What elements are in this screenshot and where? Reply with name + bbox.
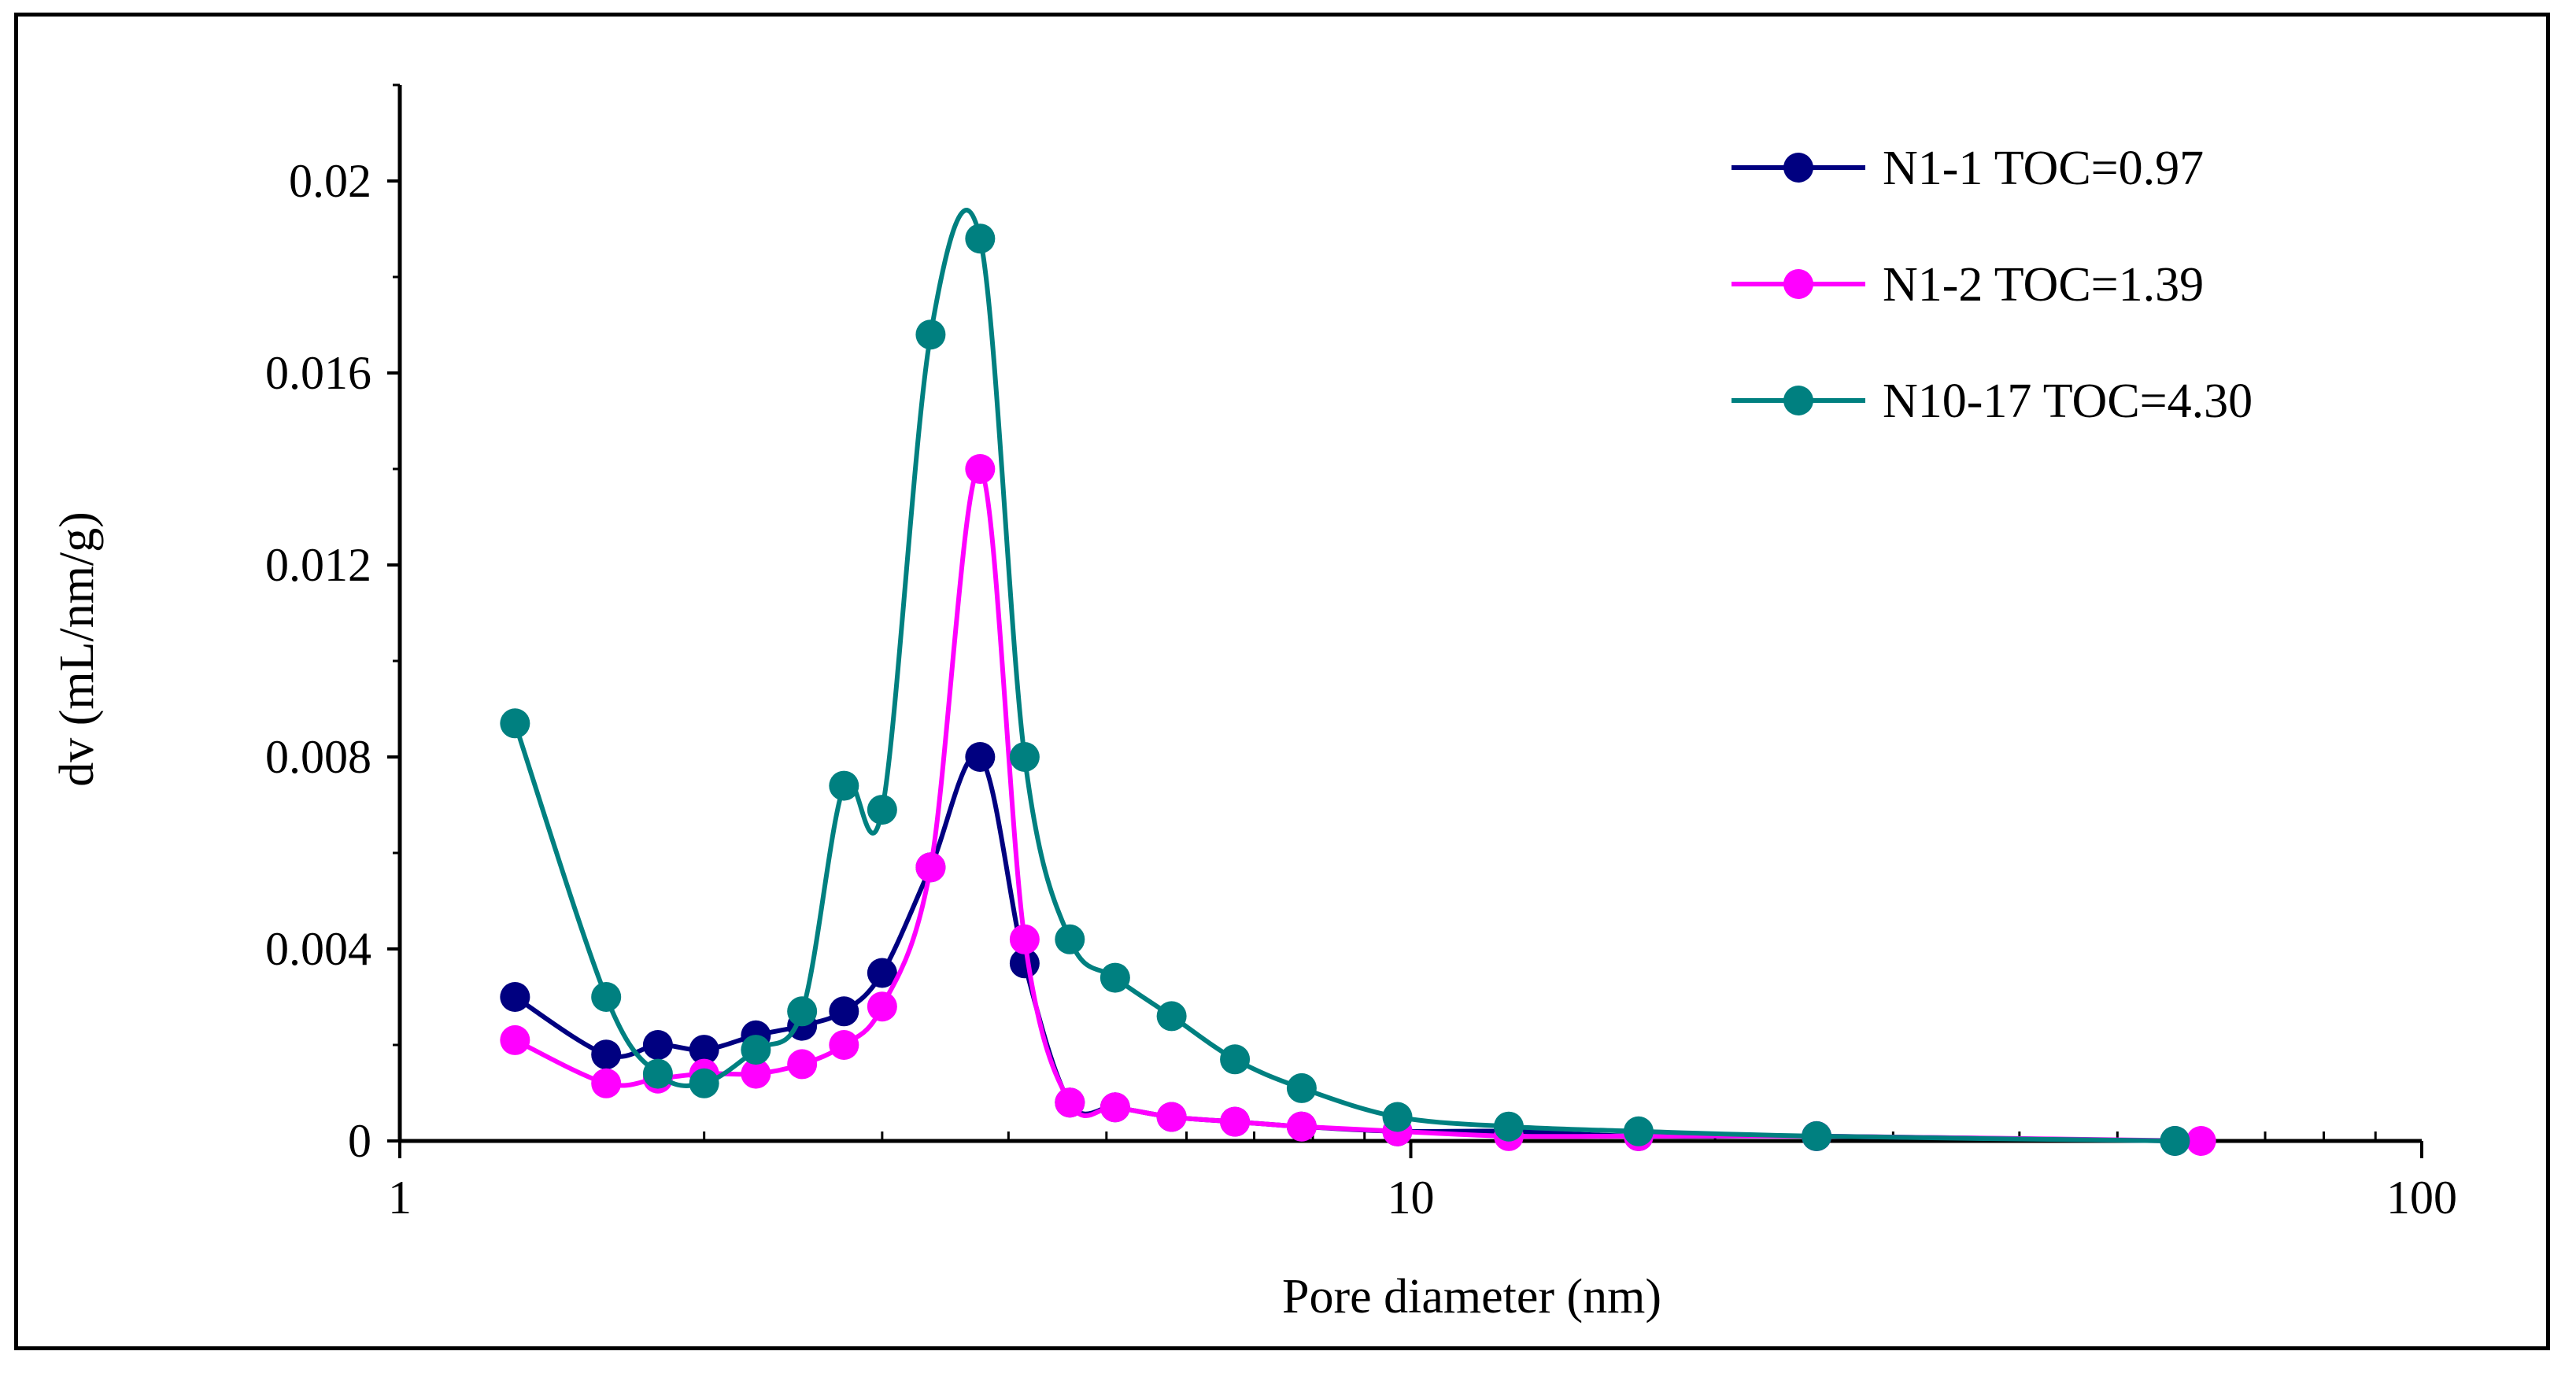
data-point — [787, 996, 818, 1027]
legend: N1-1 TOC=0.97 N1-2 TOC=1.39 N10-17 TOC=4.3… — [1732, 142, 2253, 428]
axes-layer: 0 0.004 0.008 0.012 0.016 0.02 1 10 100 — [265, 83, 2457, 1224]
data-point — [1009, 948, 1040, 979]
legend-label: N10-17 TOC=4.30 — [1883, 375, 2253, 428]
data-point — [1382, 1102, 1413, 1132]
x-tick-label: 1 — [388, 1172, 412, 1224]
data-point — [500, 708, 530, 739]
data-point — [2160, 1126, 2190, 1156]
data-point — [689, 1068, 719, 1098]
legend-entry: N1-1 TOC=0.97 — [1732, 142, 2204, 195]
data-point — [591, 1039, 622, 1070]
legend-label: N1-2 TOC=1.39 — [1883, 258, 2204, 312]
data-point — [2186, 1126, 2216, 1156]
data-point — [867, 991, 897, 1022]
data-point — [1220, 1106, 1251, 1137]
data-point — [741, 1035, 771, 1065]
data-point — [965, 454, 996, 484]
legend-marker — [1783, 269, 1813, 299]
series-layer — [500, 208, 2216, 1156]
data-point — [1100, 1092, 1130, 1123]
data-point — [1220, 1044, 1251, 1075]
data-point — [500, 1024, 530, 1055]
data-point — [1623, 1116, 1654, 1146]
data-point — [1156, 1102, 1187, 1132]
data-point — [1100, 962, 1130, 993]
y-tick-label: 0.008 — [265, 731, 371, 783]
y-tick-label: 0 — [348, 1115, 371, 1167]
data-point — [829, 770, 859, 801]
data-point — [915, 852, 946, 883]
data-point — [591, 982, 622, 1012]
data-point — [829, 996, 859, 1027]
data-point — [1493, 1111, 1524, 1142]
data-point — [1156, 1001, 1187, 1032]
x-axis-title: Pore diameter (nm) — [1282, 1270, 1661, 1323]
legend-entry: N10-17 TOC=4.30 — [1732, 375, 2253, 428]
data-point — [915, 319, 946, 350]
legend-marker — [1783, 153, 1813, 183]
series-line — [512, 208, 2175, 1143]
y-tick-label: 0.012 — [265, 539, 371, 591]
data-point — [1055, 1087, 1085, 1118]
data-point — [500, 982, 530, 1012]
data-point — [689, 1035, 719, 1065]
data-point — [1286, 1072, 1317, 1103]
legend-label: N1-1 TOC=0.97 — [1883, 142, 2204, 195]
data-point — [642, 1058, 673, 1089]
data-point — [867, 958, 897, 988]
data-point — [741, 1058, 771, 1089]
x-tick-label: 100 — [2386, 1172, 2457, 1224]
series-3 — [500, 208, 2190, 1156]
data-point — [867, 795, 897, 825]
data-point — [591, 1068, 622, 1098]
data-point — [1055, 924, 1085, 954]
data-point — [965, 742, 996, 772]
y-tick-label: 0.016 — [265, 347, 371, 399]
legend-entry: N1-2 TOC=1.39 — [1732, 258, 2204, 312]
data-point — [965, 223, 996, 254]
x-tick-label: 10 — [1388, 1172, 1435, 1224]
y-axis-title: dv (mL/nm/g) — [50, 511, 104, 787]
y-tick-label: 0.02 — [289, 155, 371, 207]
data-point — [829, 1030, 859, 1060]
legend-marker — [1783, 386, 1813, 415]
data-point — [642, 1030, 673, 1060]
data-point — [1802, 1120, 1832, 1151]
data-point — [787, 1049, 818, 1080]
y-tick-label: 0.004 — [265, 923, 371, 975]
data-point — [1286, 1111, 1317, 1142]
series-1 — [500, 742, 2190, 1156]
data-point — [1009, 742, 1040, 772]
data-point — [1009, 924, 1040, 954]
